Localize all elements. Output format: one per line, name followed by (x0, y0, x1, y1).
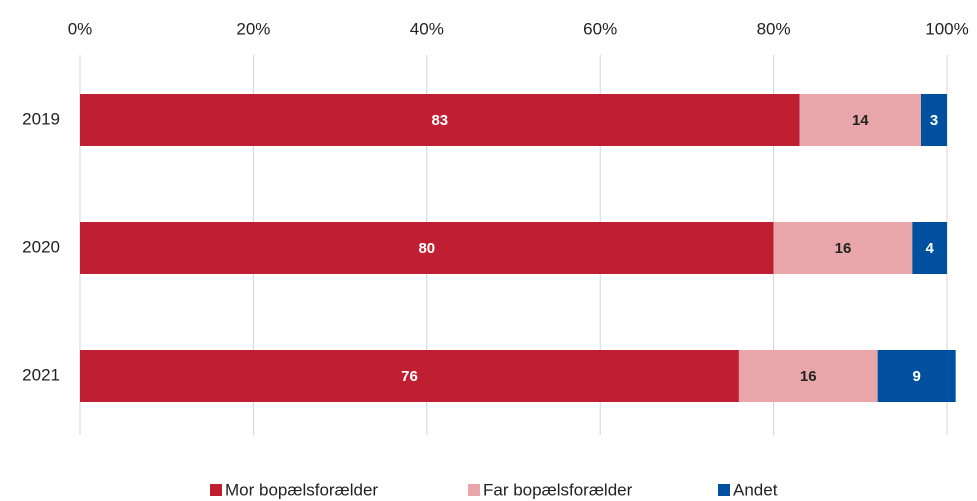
bar-segment (912, 222, 947, 274)
bar-segment (80, 94, 800, 146)
y-tick-label: 2019 (22, 109, 60, 128)
x-tick-label: 20% (236, 19, 270, 38)
bar-segment (877, 350, 956, 402)
bar-segment (799, 94, 921, 146)
legend-swatch (718, 484, 730, 496)
legend-label: Far bopælsforælder (483, 480, 633, 499)
x-tick-label: 100% (925, 19, 968, 38)
bar-segment (80, 350, 739, 402)
value-label: 16 (835, 240, 852, 257)
value-label: 16 (800, 368, 817, 385)
value-label: 9 (912, 368, 920, 385)
value-label: 80 (418, 240, 435, 257)
x-tick-label: 0% (68, 19, 93, 38)
bar-segment (738, 350, 878, 402)
y-tick-label: 2020 (22, 237, 60, 256)
value-label: 3 (930, 112, 938, 129)
legend-swatch (468, 484, 480, 496)
legend-label: Mor bopælsforælder (225, 480, 378, 499)
value-label: 14 (852, 112, 869, 129)
value-label: 4 (925, 240, 934, 257)
x-tick-label: 60% (583, 19, 617, 38)
y-tick-label: 2021 (22, 365, 60, 384)
bar-segment (773, 222, 913, 274)
legend-label: Andet (733, 480, 778, 499)
x-tick-label: 40% (410, 19, 444, 38)
bar-segment (80, 222, 774, 274)
bar-segment (920, 94, 947, 146)
value-label: 76 (401, 368, 418, 385)
x-tick-label: 80% (757, 19, 791, 38)
legend-swatch (210, 484, 222, 496)
value-label: 83 (431, 112, 448, 129)
